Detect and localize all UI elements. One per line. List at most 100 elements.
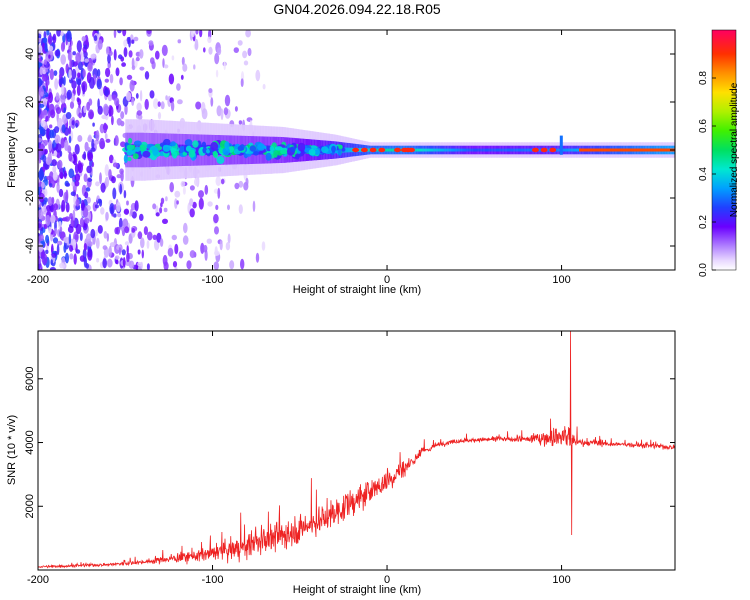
spectrogram-band-core xyxy=(472,148,475,152)
spectrogram-noise-blob xyxy=(215,176,222,187)
spectrogram-band-core xyxy=(563,148,566,152)
spectrogram-noise-blob xyxy=(139,213,144,221)
spectrogram-noise-blob xyxy=(183,222,188,234)
spectrogram-band-blob xyxy=(132,153,139,160)
spectrogram-peak-spot xyxy=(352,147,360,153)
spectrogram-band-core xyxy=(557,148,560,152)
spectrogram-noise-blob xyxy=(117,30,122,34)
spectrogram-noise-blob xyxy=(214,226,219,235)
spectrogram-noise-blob xyxy=(86,165,92,174)
y-tick-label: 40 xyxy=(24,48,36,60)
spectrogram-band-core xyxy=(505,148,508,152)
spectrogram-noise-blob xyxy=(54,134,61,144)
spectrogram-band-core xyxy=(561,148,564,152)
spectrogram-band-core xyxy=(345,147,348,153)
spectrogram-band-blob xyxy=(184,139,193,147)
spectrogram-band-core xyxy=(456,148,459,152)
spectrogram-noise-blob xyxy=(203,47,206,53)
spectrogram-noise-blob xyxy=(79,232,83,242)
spectrogram-noise-blob xyxy=(44,92,49,98)
spectrogram-noise-blob xyxy=(109,242,116,248)
spectrogram-noise-blob xyxy=(70,220,74,228)
spectrogram-noise-blob xyxy=(207,201,213,207)
spectrogram-noise-blob xyxy=(148,40,154,46)
spectrogram-noise-blob xyxy=(51,196,55,205)
spectrogram-noise-blob xyxy=(47,152,52,164)
spectrogram-noise-blob xyxy=(143,226,148,236)
spectrogram-noise-blob xyxy=(261,241,266,251)
spectrogram-noise-blob xyxy=(118,54,123,59)
spectrogram-band-core xyxy=(483,148,486,152)
spectrogram-noise-blob xyxy=(67,225,74,234)
colorbar-gradient xyxy=(711,29,737,271)
spectrogram-noise-blob xyxy=(210,97,214,107)
spectrogram-band-blob xyxy=(249,145,257,152)
spectrogram-band-blob xyxy=(210,141,219,151)
spectrogram-band-blob xyxy=(314,149,320,156)
spectrogram-noise-blob xyxy=(65,63,69,74)
spectrogram-noise-blob xyxy=(155,50,160,60)
spectrogram-noise-blob xyxy=(119,183,123,195)
spectrogram-noise-blob xyxy=(61,124,66,133)
spectrogram-band-core xyxy=(510,148,513,152)
spectrogram-band-core xyxy=(469,148,472,152)
spectrogram-noise-blob xyxy=(76,40,82,53)
spectrogram-noise-blob xyxy=(103,231,108,239)
spectrogram-noise-blob xyxy=(51,252,57,258)
spectrogram-noise-blob xyxy=(216,105,222,117)
spectrogram-noise-blob xyxy=(156,232,162,243)
spectrogram-noise-blob xyxy=(59,262,65,269)
spectrogram-noise-blob xyxy=(98,199,103,207)
spectrogram-noise-blob xyxy=(69,253,74,260)
spectrogram-noise-blob xyxy=(219,239,223,251)
spectrogram-band-blob xyxy=(308,148,316,156)
spectrogram-noise-blob xyxy=(125,91,132,102)
spectrogram-noise-blob xyxy=(189,185,195,191)
spectrogram-noise-blob xyxy=(144,71,150,80)
figure-title: GN04.2026.094.22.18.R05 xyxy=(273,1,441,17)
spectrogram-x-ticks: -200 -100 0 100 xyxy=(27,30,571,286)
spectrogram-noise-blob xyxy=(66,89,73,100)
spectrogram-band-core xyxy=(508,148,511,152)
spectrogram-noise-blob xyxy=(79,255,85,262)
spectrogram-noise-blob xyxy=(106,233,110,242)
spectrogram-band-blob xyxy=(331,145,336,153)
spectrogram-band-core xyxy=(568,148,571,152)
spectrogram-noise-blob xyxy=(105,211,109,221)
spectrogram-band-blob xyxy=(133,140,142,147)
spectrogram-band-blob xyxy=(290,146,296,153)
spectrogram-band-blob xyxy=(152,147,159,156)
spectrogram-noise-blob xyxy=(186,260,192,270)
spectrogram-noise-blob xyxy=(123,47,128,58)
spectrogram-noise-blob xyxy=(68,125,72,135)
spectrogram-noise-blob xyxy=(83,173,88,182)
spectrogram-band-blob xyxy=(127,156,132,162)
spectrogram-noise-blob xyxy=(87,62,93,72)
spectrogram-noise-blob xyxy=(123,190,127,199)
spectrogram-noise-blob xyxy=(139,49,144,59)
spectrogram-noise-blob xyxy=(68,44,72,53)
spectrogram-noise-blob xyxy=(60,54,66,65)
spectrogram-noise-blob xyxy=(115,67,120,77)
spectrogram-noise-blob xyxy=(72,239,77,251)
x-tick-label: 0 xyxy=(384,574,390,586)
spectrogram-noise-blob xyxy=(97,68,101,78)
spectrogram-peak-spot xyxy=(369,147,377,153)
spectrogram-noise-blob xyxy=(63,236,70,243)
spectrogram-noise-blob xyxy=(111,115,114,126)
spectrogram-noise-blob xyxy=(113,30,117,39)
spectrogram-band-blob xyxy=(202,147,208,154)
spectrogram-noise-blob xyxy=(71,93,75,103)
spectrogram-noise-blob xyxy=(108,245,112,258)
spectrogram-noise-blob xyxy=(199,30,203,38)
spectrogram-noise-blob xyxy=(121,62,126,67)
spectrogram-noise-blob xyxy=(38,44,43,53)
spectrogram-noise-blob xyxy=(48,226,52,234)
spectrogram-noise-blob xyxy=(146,263,150,270)
spectrogram-noise-blob xyxy=(174,190,181,198)
spectrogram-band-core xyxy=(514,148,517,152)
spectrogram-noise-blob xyxy=(87,241,93,247)
spectrogram-noise-blob xyxy=(63,76,66,86)
snr-y-ticks: 2000 4000 6000 xyxy=(24,367,675,519)
spectrogram-noise-blob xyxy=(126,244,129,255)
